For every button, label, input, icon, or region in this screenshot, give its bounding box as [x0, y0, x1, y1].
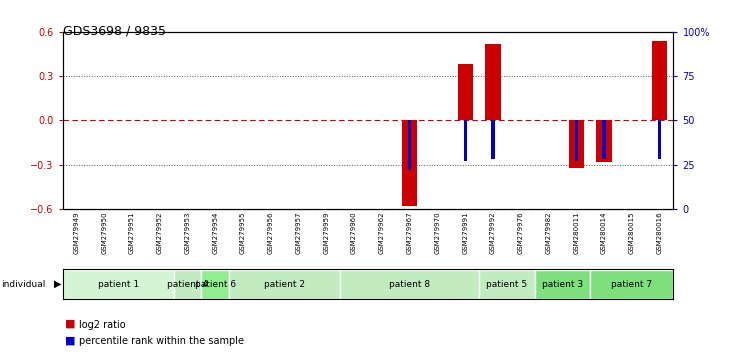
Text: GSM279957: GSM279957 — [296, 212, 302, 254]
Bar — [458, 64, 473, 120]
Bar — [63, 270, 174, 298]
Text: GSM279953: GSM279953 — [185, 212, 191, 254]
Text: GSM279970: GSM279970 — [434, 212, 440, 255]
Bar — [652, 41, 668, 120]
Text: GSM279992: GSM279992 — [490, 212, 496, 254]
Text: GSM279949: GSM279949 — [74, 212, 79, 254]
Bar — [485, 44, 500, 120]
Text: GSM280014: GSM280014 — [601, 212, 607, 254]
Bar — [174, 270, 202, 298]
Bar — [569, 120, 584, 167]
Text: ▶: ▶ — [54, 279, 61, 289]
Bar — [479, 270, 534, 298]
Bar — [402, 120, 417, 206]
Text: GSM280015: GSM280015 — [629, 212, 634, 254]
Bar — [575, 120, 578, 161]
Text: GSM279991: GSM279991 — [462, 212, 468, 255]
Text: patient 8: patient 8 — [389, 280, 431, 289]
Bar — [464, 120, 467, 161]
Text: GSM279959: GSM279959 — [323, 212, 329, 254]
Bar — [492, 120, 495, 159]
Text: patient 3: patient 3 — [542, 280, 583, 289]
Text: GSM280016: GSM280016 — [657, 212, 662, 255]
Text: individual: individual — [1, 280, 46, 289]
Text: patient 7: patient 7 — [611, 280, 652, 289]
Text: patient 4: patient 4 — [167, 280, 208, 289]
Text: GSM279954: GSM279954 — [212, 212, 219, 254]
Text: GSM279982: GSM279982 — [545, 212, 551, 254]
Text: log2 ratio: log2 ratio — [79, 320, 126, 330]
Bar — [229, 270, 340, 298]
Bar — [534, 270, 590, 298]
Text: GSM279955: GSM279955 — [240, 212, 246, 254]
Text: patient 1: patient 1 — [98, 280, 138, 289]
Text: percentile rank within the sample: percentile rank within the sample — [79, 336, 244, 346]
Text: GSM279967: GSM279967 — [407, 212, 413, 255]
Bar — [202, 270, 229, 298]
Text: GDS3698 / 9835: GDS3698 / 9835 — [63, 25, 166, 38]
Text: GSM279962: GSM279962 — [379, 212, 385, 254]
Text: patient 2: patient 2 — [264, 280, 305, 289]
Bar — [590, 270, 673, 298]
Text: GSM279956: GSM279956 — [268, 212, 274, 254]
Text: GSM279976: GSM279976 — [517, 212, 524, 255]
Text: GSM279951: GSM279951 — [129, 212, 135, 254]
Bar — [602, 120, 606, 159]
Text: ■: ■ — [65, 319, 75, 329]
Text: GSM279960: GSM279960 — [351, 212, 357, 255]
Text: patient 6: patient 6 — [195, 280, 236, 289]
Bar — [596, 120, 612, 162]
Text: ■: ■ — [65, 336, 75, 346]
Text: GSM279952: GSM279952 — [157, 212, 163, 254]
Text: GSM280011: GSM280011 — [573, 212, 579, 255]
Text: GSM279950: GSM279950 — [102, 212, 107, 254]
Text: patient 5: patient 5 — [486, 280, 528, 289]
Bar — [340, 270, 479, 298]
Bar — [658, 120, 661, 159]
Bar — [408, 120, 411, 170]
